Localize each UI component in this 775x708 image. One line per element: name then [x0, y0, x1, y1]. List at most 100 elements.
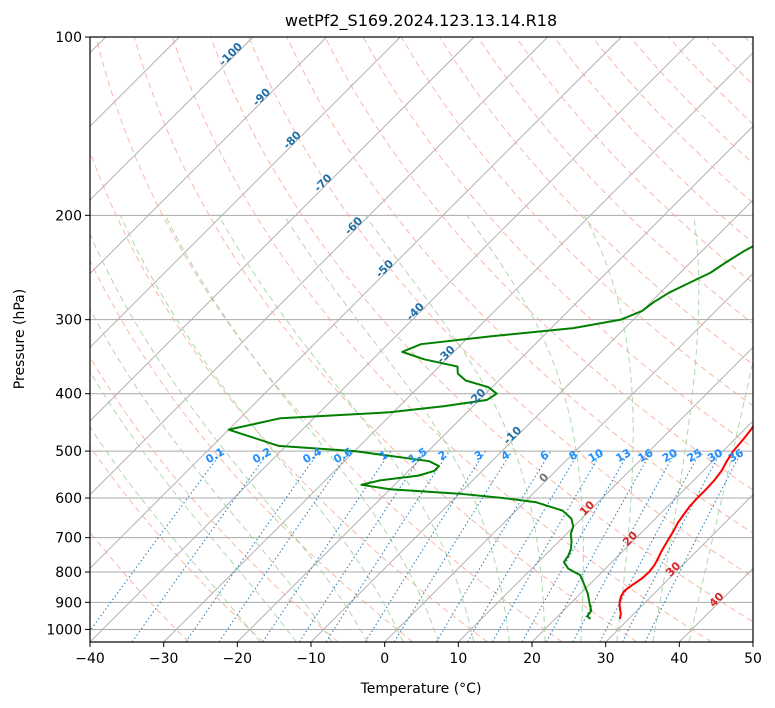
isotherm-line [90, 37, 254, 201]
isotherm-line [90, 37, 475, 422]
y-tick-label: 600 [55, 491, 82, 507]
mixing-ratio-label: 4 [499, 448, 512, 463]
mixing-ratio-line [298, 450, 425, 642]
dry-adiabat [90, 150, 488, 642]
dry-adiabat [668, 37, 753, 125]
chart-title: wetPf2_S169.2024.123.13.14.R18 [285, 11, 557, 31]
isotherm-line [605, 494, 753, 642]
y-axis: 100 200 300 400 500 600 700 800 900 1000 [46, 30, 90, 638]
mixing-ratio-label: 6 [538, 448, 551, 463]
mixing-ratio-label: 30 [705, 446, 725, 465]
isotherm-line [752, 641, 753, 642]
dry-adiabat [706, 37, 753, 86]
dry-adiabat [324, 37, 753, 491]
isotherm-line [679, 567, 753, 642]
moist-adiabat [364, 215, 546, 642]
dry-adiabat [95, 37, 563, 642]
moist-adiabat [466, 215, 584, 642]
x-tick-label: 40 [670, 651, 688, 667]
dry-adiabat [90, 445, 264, 642]
y-tick-label: 300 [55, 313, 82, 329]
isoline-labels: 0.1 0.2 0.4 0.6 1 1.5 2 3 4 6 8 10 13 16 20 25 30 36-100-… [203, 40, 746, 610]
x-tick-label: −10 [296, 651, 326, 667]
isotherm-line [90, 37, 548, 496]
dry-adiabat [90, 356, 339, 642]
dry-adiabat [171, 37, 712, 642]
mixing-ratio-line [325, 450, 450, 642]
moist-adiabat [283, 215, 510, 642]
x-tick-label: −20 [223, 651, 253, 667]
mixing-ratio-line [572, 450, 677, 642]
y-tick-label: 800 [55, 565, 82, 581]
dry-adiabat [591, 37, 753, 204]
mixing-ratio-label: 13 [613, 446, 633, 465]
dry-adiabat [248, 37, 753, 578]
x-axis-label: Temperature (°C) [360, 681, 482, 697]
moist-adiabat [652, 215, 700, 642]
isotherm-label: -100 [216, 40, 245, 69]
series-lines [227, 245, 753, 620]
isotherm-label: -80 [281, 128, 304, 151]
isotherm-label: 40 [707, 590, 727, 610]
moist-adiabat [90, 308, 333, 642]
y-tick-label: 500 [55, 444, 82, 460]
y-tick-label: 200 [55, 208, 82, 224]
isotherm-line [384, 273, 753, 642]
y-tick-label: 400 [55, 387, 82, 403]
mixing-ratio-line [218, 450, 351, 642]
temperature-profile-line [618, 424, 753, 620]
isotherm-line [90, 37, 622, 569]
isotherm-label: 30 [663, 559, 683, 579]
isotherm-label: -20 [465, 386, 488, 409]
mixing-ratio-line [90, 450, 223, 632]
mixing-ratio-line [262, 450, 392, 642]
y-axis-label: Pressure (hPa) [12, 289, 28, 389]
background-lines [90, 37, 753, 642]
moist-adiabat [120, 215, 404, 642]
dry-adiabat [286, 37, 753, 534]
x-tick-label: 50 [744, 651, 762, 667]
isotherm-line [310, 199, 753, 642]
mixing-ratio-label: 36 [726, 446, 746, 465]
mixing-ratio-label: 20 [660, 446, 680, 465]
dry-adiabat [133, 37, 638, 642]
moist-adiabat [164, 215, 439, 642]
isotherm-label: -10 [501, 424, 524, 447]
y-tick-label: 100 [55, 30, 82, 46]
plot-frame [89, 36, 754, 643]
y-tick-label: 900 [55, 595, 82, 611]
x-tick-label: 0 [380, 651, 389, 667]
dry-adiabat [90, 531, 190, 642]
dry-adiabat [515, 37, 753, 284]
x-tick-label: 10 [449, 651, 467, 667]
x-tick-label: 20 [523, 651, 541, 667]
mixing-ratio-label: 2 [436, 448, 449, 463]
x-tick-label: 30 [597, 651, 615, 667]
isotherm-line [90, 37, 401, 348]
isotherm-line [458, 346, 753, 642]
dry-adiabat [210, 37, 753, 623]
x-axis: −40 −30 −20 −10 0 10 20 30 40 50 [75, 642, 762, 667]
moist-adiabat [90, 426, 261, 642]
isotherm-label: -90 [250, 85, 273, 108]
dry-adiabat [744, 37, 753, 47]
moist-adiabat [218, 215, 475, 642]
y-tick-label: 700 [55, 531, 82, 547]
mixing-ratio-label: 3 [472, 448, 485, 463]
x-tick-label: −40 [75, 651, 105, 667]
isotherm-label: 10 [577, 498, 597, 518]
mixing-ratio-line [435, 450, 552, 642]
moist-adiabat [583, 215, 634, 642]
mixing-ratio-line [185, 450, 320, 642]
dry-adiabat [553, 37, 753, 244]
mixing-ratio-line [599, 450, 702, 642]
dewpoint-profile-line [227, 245, 753, 620]
isotherm-line [90, 37, 327, 275]
mixing-ratio-line [545, 450, 653, 642]
mixing-ratio-line [131, 450, 270, 642]
mixing-ratio-line [393, 450, 513, 642]
mixing-ratio-line [644, 450, 743, 642]
x-tick-label: −30 [149, 651, 179, 667]
mixing-ratio-label: 1.5 [406, 445, 429, 466]
